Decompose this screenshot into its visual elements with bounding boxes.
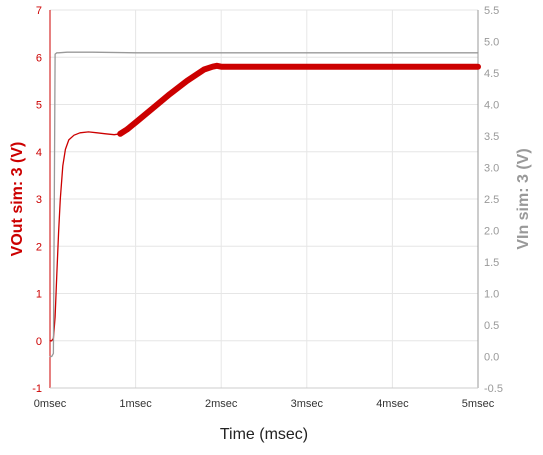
- tick-labels: -1 0 1 2 3 4 5 6 7 -0.5 0.0 0.5 1.0 1.5 2.0 2.5 3.0 3.5 4.…: [32, 5, 503, 410]
- left-y-tick-label: 6: [36, 52, 42, 64]
- left-y-tick-label: 7: [36, 5, 42, 17]
- left-y-tick-label: 4: [36, 147, 42, 159]
- right-y-axis-title: VIn sim: 3 (V): [515, 148, 532, 249]
- right-y-tick-label: 4.5: [484, 68, 499, 80]
- x-tick-label: 1msec: [119, 398, 152, 410]
- right-y-tick-label: 0.0: [484, 352, 499, 364]
- x-tick-label: 4msec: [376, 398, 409, 410]
- right-y-tick-label: 5.0: [484, 37, 499, 49]
- x-tick-label: 0msec: [34, 398, 67, 410]
- series-line-vout_regulated: [117, 62, 481, 137]
- x-tick-label: 2msec: [205, 398, 238, 410]
- left-y-tick-label: 5: [36, 100, 42, 112]
- x-axis-title: Time (msec): [220, 426, 308, 443]
- right-y-tick-label: 0.5: [484, 320, 499, 332]
- left-y-tick-label: 2: [36, 241, 42, 253]
- right-y-tick-label: -0.5: [484, 383, 503, 395]
- right-y-tick-label: 1.5: [484, 257, 499, 269]
- left-y-tick-label: 0: [36, 336, 42, 348]
- right-y-tick-label: 5.5: [484, 5, 499, 17]
- right-y-tick-label: 2.0: [484, 226, 499, 238]
- x-tick-label: 5msec: [462, 398, 495, 410]
- series-line-vin: [49, 51, 479, 358]
- right-y-tick-label: 2.5: [484, 194, 499, 206]
- right-y-tick-label: 3.0: [484, 163, 499, 175]
- left-y-tick-label: 1: [36, 289, 42, 301]
- left-y-tick-label: -1: [32, 383, 42, 395]
- x-tick-label: 3msec: [291, 398, 324, 410]
- series-line-vout: [49, 131, 121, 342]
- right-y-tick-label: 3.5: [484, 131, 499, 143]
- axes: [49, 10, 479, 389]
- left-y-axis-title: VOut sim: 3 (V): [9, 142, 26, 257]
- left-y-tick-label: 3: [36, 194, 42, 206]
- right-y-tick-label: 4.0: [484, 100, 499, 112]
- right-y-tick-label: 1.0: [484, 289, 499, 301]
- series-lines: [49, 51, 481, 358]
- grid-lines: [49, 9, 479, 389]
